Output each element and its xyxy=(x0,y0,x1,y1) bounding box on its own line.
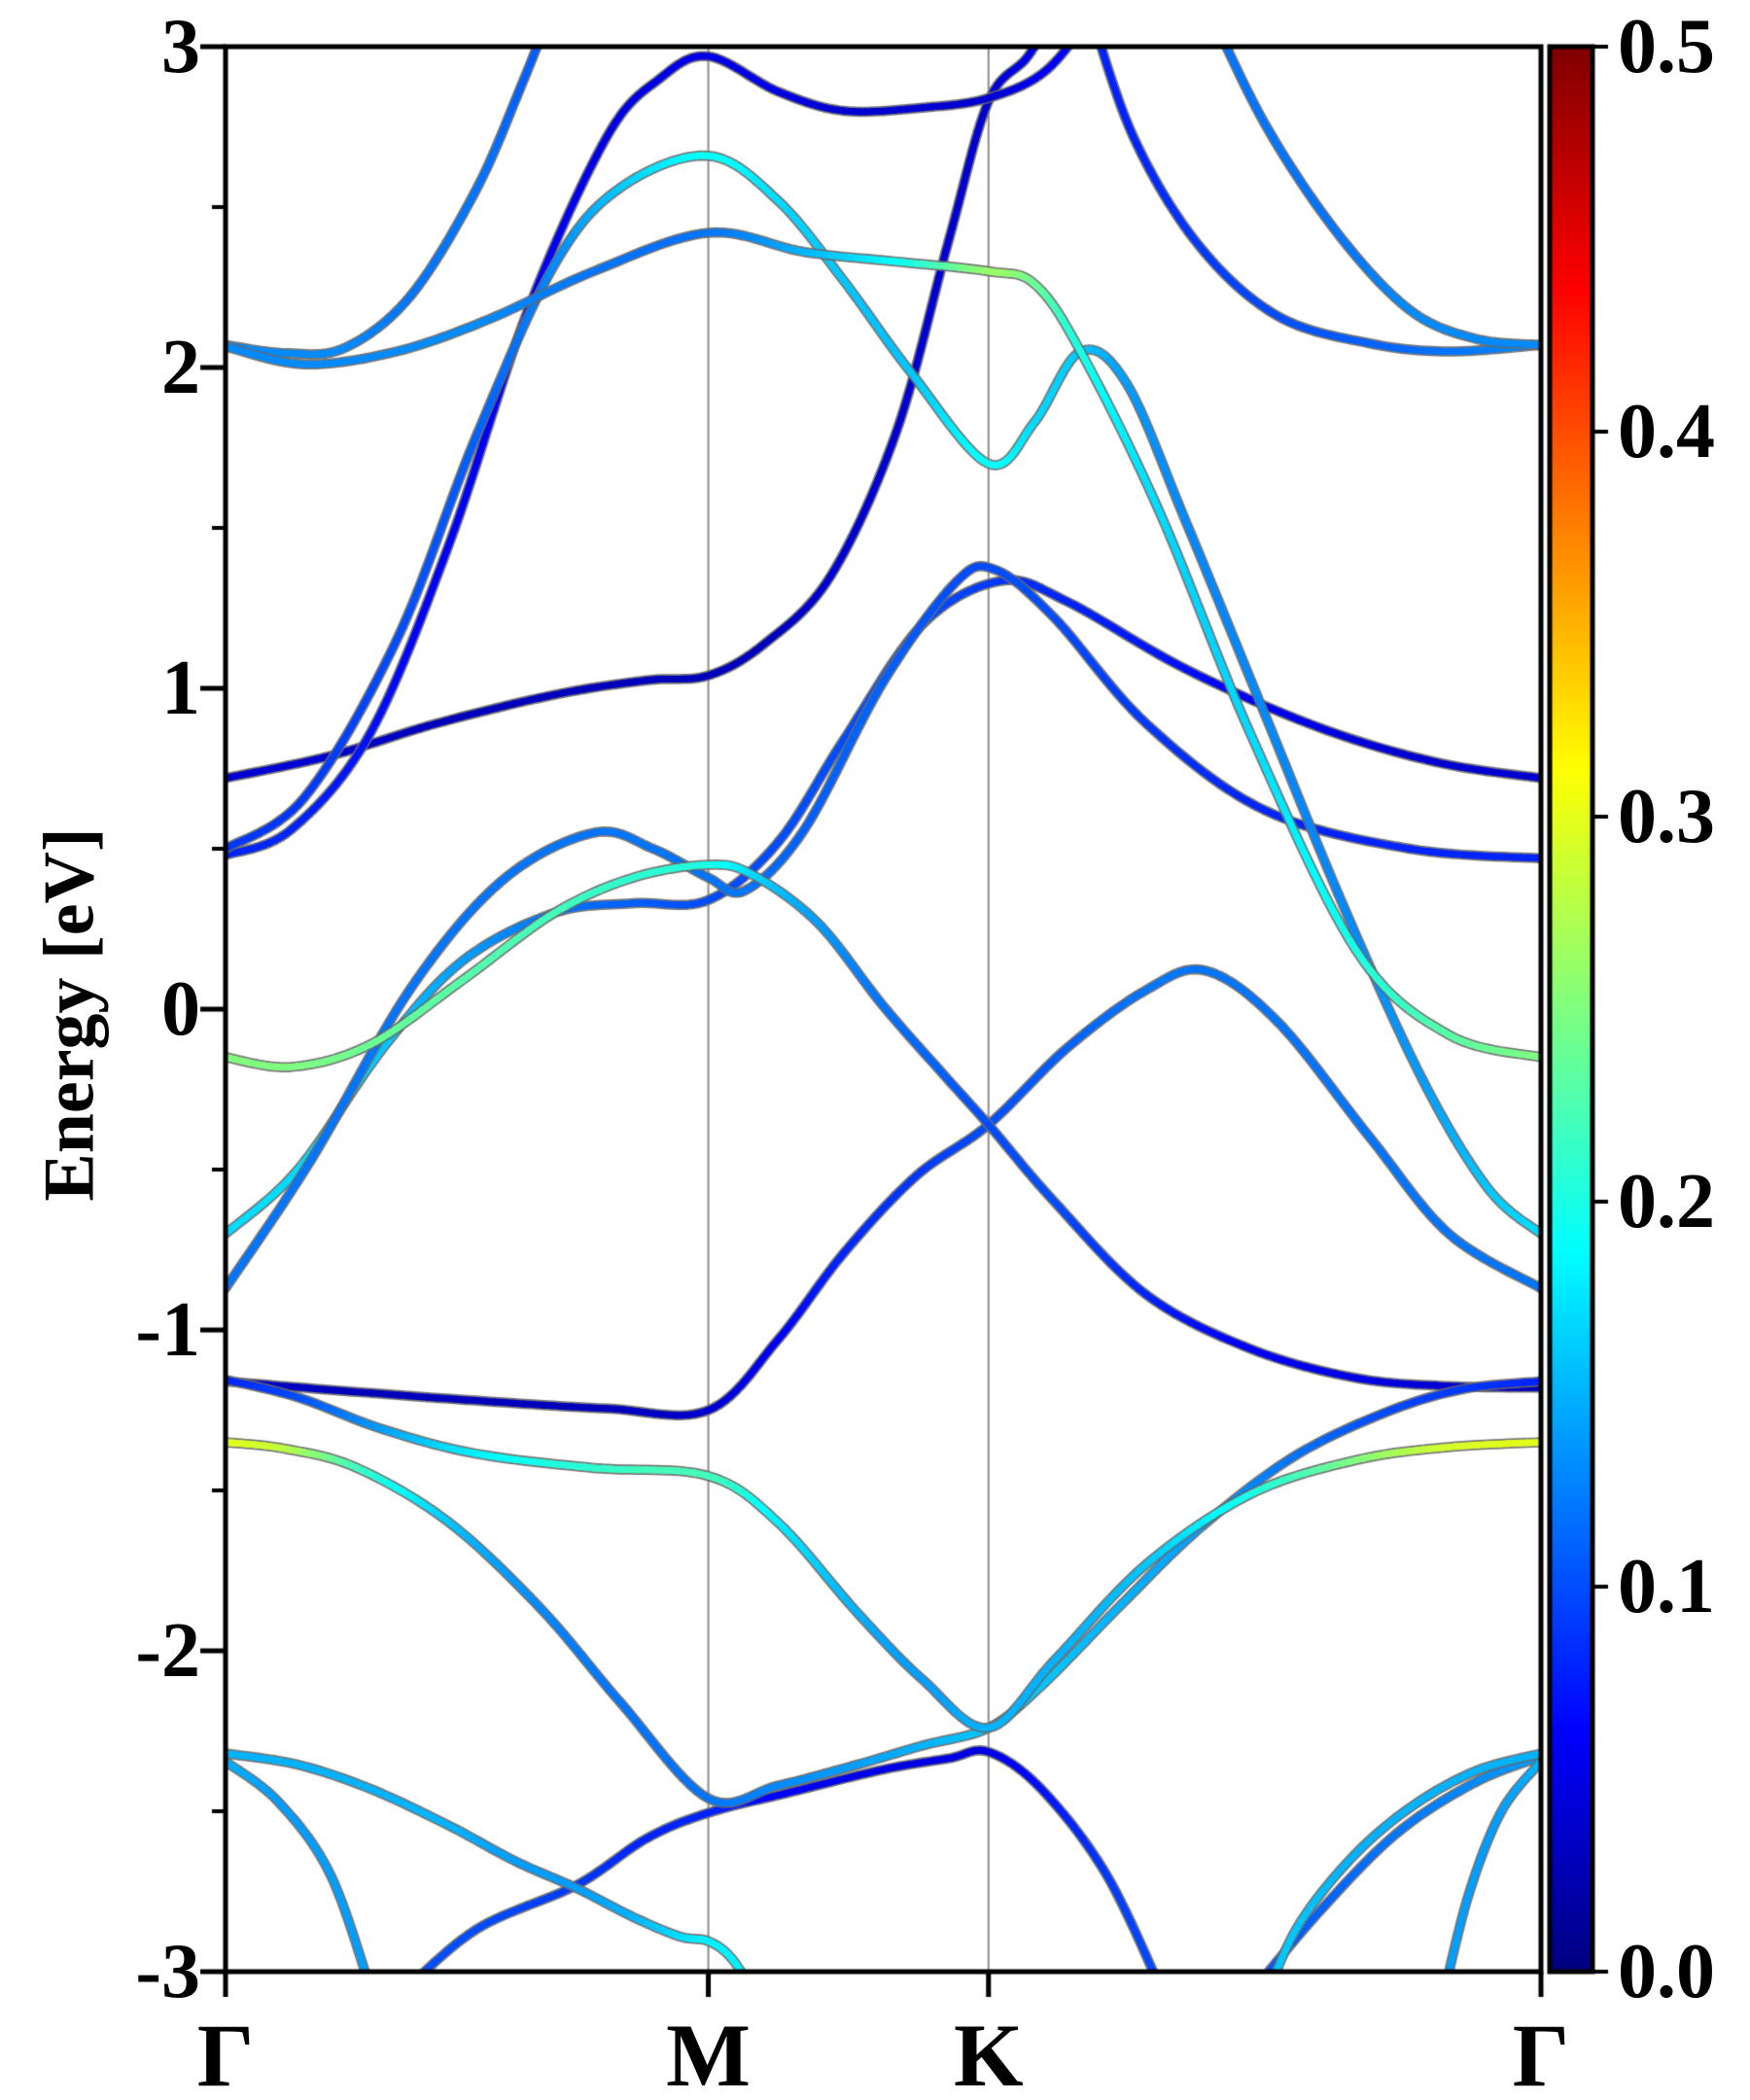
colorbar-tick-label-0.1: 0.1 xyxy=(1618,1544,1715,1629)
colorbar-tick-label-0.5: 0.5 xyxy=(1618,4,1715,89)
y-tick-label--1: -1 xyxy=(135,1287,200,1373)
x-tick-label-1-M: M xyxy=(666,2006,751,2100)
colorbar-tick-label-0.4: 0.4 xyxy=(1618,389,1715,474)
colorbar-tick-label-0.2: 0.2 xyxy=(1618,1159,1715,1244)
x-tick-label-2-K: K xyxy=(953,2006,1024,2100)
colorbar-tick-label-0.0: 0.0 xyxy=(1618,1929,1715,2014)
y-tick-label--2: -2 xyxy=(135,1608,200,1694)
y-tick-label-2: 2 xyxy=(161,325,200,410)
colorbar-tick-label-0.3: 0.3 xyxy=(1618,774,1715,859)
y-tick-label-1: 1 xyxy=(161,646,200,731)
y-tick-label--3: -3 xyxy=(135,1929,200,2014)
y-tick-label-3: 3 xyxy=(161,4,200,89)
x-tick-label-0-Γ: Γ xyxy=(196,2006,255,2100)
x-tick-label-3-Γ: Γ xyxy=(1512,2006,1570,2100)
y-tick-label-0: 0 xyxy=(161,966,200,1052)
